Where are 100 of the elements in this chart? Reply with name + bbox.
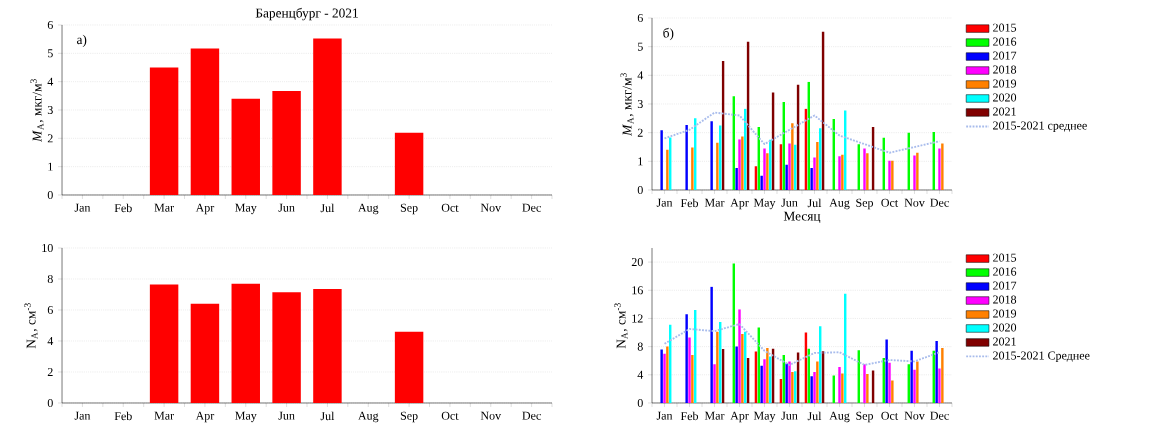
bar xyxy=(760,365,763,403)
x-tick-label: Mar xyxy=(154,411,174,420)
bar xyxy=(685,124,688,190)
legend-label: 2021 xyxy=(993,107,1016,116)
bar xyxy=(760,175,763,190)
y-tick-label: 2 xyxy=(47,134,53,143)
x-tick-label: Oct xyxy=(441,203,459,212)
bar xyxy=(716,331,719,403)
legend-label: 2016 xyxy=(993,267,1017,276)
x-tick-label: Jan xyxy=(74,203,91,212)
y-tick-label: 2 xyxy=(637,128,643,137)
bar xyxy=(913,369,916,403)
x-tick-label: Feb xyxy=(114,203,132,213)
x-tick-label: Jan xyxy=(656,411,673,420)
line-series xyxy=(663,323,941,366)
bar xyxy=(841,373,844,403)
bar xyxy=(863,364,866,403)
y-tick-label: 3 xyxy=(637,99,643,109)
bar xyxy=(735,167,738,190)
x-tick-label: Mar xyxy=(704,198,725,207)
x-tick-label: Dec xyxy=(930,198,949,207)
legend-label: 2017 xyxy=(993,281,1017,290)
x-tick-label: Apr xyxy=(195,203,215,215)
bar xyxy=(710,286,713,403)
legend-label: 2015 xyxy=(993,253,1017,262)
x-tick-label: Jul xyxy=(807,411,822,421)
y-tick-label: 16 xyxy=(632,286,643,295)
bar xyxy=(766,153,769,190)
bar xyxy=(149,284,179,403)
bar xyxy=(272,91,301,195)
x-tick-label: Apr xyxy=(195,411,215,423)
x-tick-label: Oct xyxy=(881,198,899,207)
legend-label: 2016 xyxy=(993,37,1017,46)
bar xyxy=(810,167,813,190)
x-tick-label: Jan xyxy=(656,198,673,207)
bar xyxy=(660,130,663,190)
x-tick-label: May xyxy=(235,203,257,215)
bar xyxy=(838,367,841,403)
x-tick-label: May xyxy=(235,411,257,423)
bar xyxy=(738,309,741,403)
y-tick-label: 3 xyxy=(47,105,53,115)
x-tick-label: Dec xyxy=(522,411,541,420)
x-tick-label: Jun xyxy=(278,411,295,420)
y-axis-title: M$_{А}$, мкг/м$^{3}$ xyxy=(620,73,634,136)
x-tick-label: Mar xyxy=(704,411,725,420)
bar xyxy=(691,355,694,403)
x-tick-label: Jun xyxy=(781,411,798,420)
x-tick-label: Jul xyxy=(320,203,335,213)
y-tick-label: 1 xyxy=(48,162,53,171)
x-tick-label: Nov xyxy=(480,203,502,212)
bar xyxy=(866,374,869,403)
bar xyxy=(888,362,891,403)
annotation: а) xyxy=(76,34,87,47)
x-tick-label: Dec xyxy=(522,203,541,212)
x-tick-label: Feb xyxy=(114,411,132,421)
x-tick-label: Jul xyxy=(807,198,822,208)
bar xyxy=(663,353,666,403)
bar xyxy=(763,359,766,403)
bar xyxy=(691,147,694,190)
y-tick-label: 2 xyxy=(47,368,53,376)
y-axis-title: N$_{А}$, см$^{-3}$ xyxy=(614,303,628,349)
y-tick-label: 0 xyxy=(47,398,53,408)
y-tick-label: 4 xyxy=(47,337,54,345)
x-tick-label: Apr xyxy=(730,198,749,210)
legend-label: 2021 xyxy=(993,337,1016,346)
y-tick-label: 20 xyxy=(631,258,643,267)
bar xyxy=(231,283,260,403)
bar xyxy=(688,337,691,403)
bar xyxy=(394,331,424,403)
legend-label: 2015-2021 Среднее xyxy=(993,351,1090,362)
y-tick-label: 8 xyxy=(47,274,53,284)
bar xyxy=(666,346,669,403)
legend-label: 2019 xyxy=(993,79,1017,88)
bar xyxy=(231,98,260,195)
x-tick-label: Sep xyxy=(400,411,418,423)
bar xyxy=(713,364,716,403)
bar xyxy=(910,350,913,403)
x-tick-label: Jun xyxy=(781,198,798,207)
bar xyxy=(863,148,866,190)
bar xyxy=(791,123,794,190)
x-tick-label: Aug xyxy=(829,411,850,423)
y-tick-label: 0 xyxy=(637,185,643,195)
legend-label: 2018 xyxy=(993,65,1017,74)
legend-label: 2020 xyxy=(993,93,1017,102)
x-tick-label: Oct xyxy=(881,411,899,420)
bar xyxy=(813,371,816,403)
bar xyxy=(272,292,301,403)
x-tick-label: Oct xyxy=(441,411,459,420)
bar xyxy=(394,132,424,195)
x-tick-label: Sep xyxy=(400,203,418,215)
chart-title: Баренцбург - 2021 xyxy=(255,7,358,21)
bar xyxy=(735,346,738,403)
x-tick-label: Aug xyxy=(358,411,379,423)
y-tick-label: 10 xyxy=(42,243,53,253)
legend-label: 2015-2021 среднее xyxy=(993,121,1087,132)
legend-label: 2015 xyxy=(993,23,1017,32)
bar xyxy=(785,164,788,190)
bar xyxy=(816,361,819,403)
x-tick-label: Aug xyxy=(829,198,850,210)
x-tick-label: Aug xyxy=(358,203,379,215)
